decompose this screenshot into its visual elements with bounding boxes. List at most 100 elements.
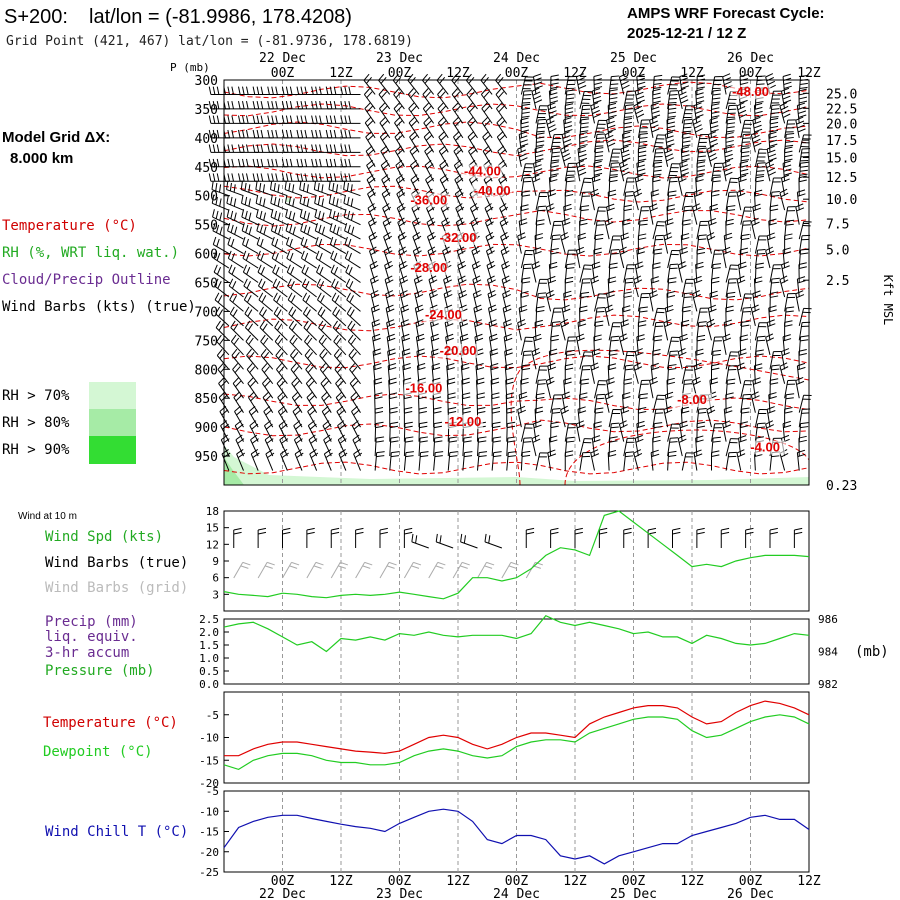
section-wind-barb-flag xyxy=(385,290,394,295)
section-wind-barb-flag xyxy=(212,100,216,110)
section-wind-barb-flag xyxy=(325,115,329,124)
section-wind-barb-flag xyxy=(231,100,234,110)
section-wind-barb xyxy=(372,336,376,355)
section-wind-barb-flag xyxy=(449,436,458,439)
section-wind-barb-flag xyxy=(552,411,561,414)
section-wind-barb-flag xyxy=(274,238,279,247)
section-wind-barb-flag xyxy=(221,409,229,416)
section-wind-barb-flag xyxy=(280,409,287,416)
section-wind-barb xyxy=(634,351,639,370)
section-wind-barb-flag xyxy=(319,144,322,153)
section-wind-barb-flag xyxy=(768,157,777,162)
section-wind-barb xyxy=(723,148,727,167)
section-wind-barb xyxy=(607,365,610,384)
section-wind-barb-flag xyxy=(456,192,464,198)
section-wind-barb-flag xyxy=(277,351,284,359)
section-wind-barb xyxy=(633,453,639,471)
section-wind-barb-flag xyxy=(270,195,273,204)
section-wind-barb-flag xyxy=(652,439,661,443)
section-wind-barb-flag xyxy=(565,450,574,454)
top-time-label: 12Z xyxy=(446,66,470,81)
section-wind-barb-flag xyxy=(522,107,531,110)
section-wind-barb xyxy=(276,369,288,385)
section-wind-barb-flag xyxy=(592,435,601,439)
section-wind-barb-flag xyxy=(565,280,574,284)
section-wind-barb-flag xyxy=(679,73,688,78)
section-wind-barb-flag xyxy=(445,323,454,328)
section-wind-barb xyxy=(244,313,259,327)
section-wind-barb xyxy=(723,235,727,254)
section-wind-barb-flag xyxy=(533,250,542,255)
section-wind-barb xyxy=(545,293,552,312)
section-wind-barb-flag xyxy=(677,174,686,179)
section-wind-barb xyxy=(333,355,347,370)
section-wind-barb-flag xyxy=(633,449,642,454)
section-wind-barb-flag xyxy=(725,392,734,396)
section-wind-barb xyxy=(560,236,566,254)
section-wind-barb-flag xyxy=(738,178,747,183)
section-wind-barb-flag xyxy=(337,420,345,427)
section-wind-barb-flag xyxy=(785,310,794,313)
section-wind-barb-flag xyxy=(441,217,449,223)
section-wind-barb xyxy=(577,409,581,428)
section-wind-barb xyxy=(784,120,789,138)
section-wind-barb-flag xyxy=(709,377,718,381)
section-wind-barb xyxy=(548,438,552,457)
section-wind-barb-flag xyxy=(262,323,268,331)
section-wind-barb-flag xyxy=(797,189,806,193)
section-wind-barb-flag xyxy=(519,135,528,139)
section-wind-barb-flag xyxy=(754,114,763,118)
section-wind-barb-flag xyxy=(785,144,794,147)
section-wind-barb-flag xyxy=(522,454,531,458)
section-wind-barb-flag xyxy=(309,448,317,455)
section-wind-barb-flag xyxy=(368,232,377,238)
section-wind-barb-flag xyxy=(560,405,568,411)
section-wind-barb-flag xyxy=(267,452,275,459)
section-wind-barb-flag xyxy=(215,224,220,233)
section-wind-barb-flag xyxy=(798,266,807,269)
section-wind-barb-flag xyxy=(344,158,347,167)
bottom-time-label: 12Z xyxy=(563,874,587,889)
section-wind-barb-flag xyxy=(456,177,464,184)
section-wind-barb-flag xyxy=(448,411,457,414)
section-wind-barb-flag xyxy=(783,164,792,168)
section-wind-barb-flag xyxy=(635,438,644,443)
section-wind-barb-flag xyxy=(727,382,736,385)
section-wind-barb-flag xyxy=(522,450,531,454)
section-wind-barb xyxy=(711,163,716,182)
section-wind-barb-flag xyxy=(338,394,345,402)
section-wind-barb-flag xyxy=(550,100,559,104)
section-wind-barb xyxy=(245,327,259,341)
section-wind-barb-flag xyxy=(693,120,701,125)
section-wind-barb xyxy=(548,90,552,109)
section-wind-barb-flag xyxy=(246,115,249,124)
section-wind-barb-flag xyxy=(622,171,630,176)
section-wind-barb-flag xyxy=(708,304,716,309)
section-wind-barb-flag xyxy=(262,391,270,398)
section-wind-barb-flag xyxy=(249,420,257,427)
section-wind-barb-flag xyxy=(727,118,736,121)
section-wind-barb-flag xyxy=(323,409,331,416)
section-wind-barb xyxy=(798,235,803,254)
section-wind-barb xyxy=(532,250,537,269)
pressure-tick-label: 350 xyxy=(195,103,218,118)
section-wind-barb xyxy=(722,423,727,442)
section-wind-barb xyxy=(235,439,244,457)
section-wind-barb-flag xyxy=(388,381,397,385)
section-wind-barb xyxy=(782,423,786,442)
section-wind-barb-flag xyxy=(768,135,777,139)
section-wind-barb-flag xyxy=(531,174,540,179)
station-latlon: lat/lon = (-81.9986, 178.4208) xyxy=(89,6,352,28)
section-wind-barb-flag xyxy=(449,455,458,458)
section-wind-barb-flag xyxy=(625,368,634,371)
section-frame xyxy=(223,79,810,486)
section-wind-barb-flag xyxy=(654,248,663,251)
section-wind-barb-flag xyxy=(668,281,677,284)
section-wind-barb xyxy=(300,244,317,255)
section-wind-barb-flag xyxy=(348,348,355,356)
section-wind-barb xyxy=(579,119,582,138)
section-wind-barb xyxy=(798,148,803,167)
section-wind-barb-flag xyxy=(610,170,619,172)
section-wind-barb xyxy=(750,134,756,153)
section-wind-barb xyxy=(579,380,582,399)
